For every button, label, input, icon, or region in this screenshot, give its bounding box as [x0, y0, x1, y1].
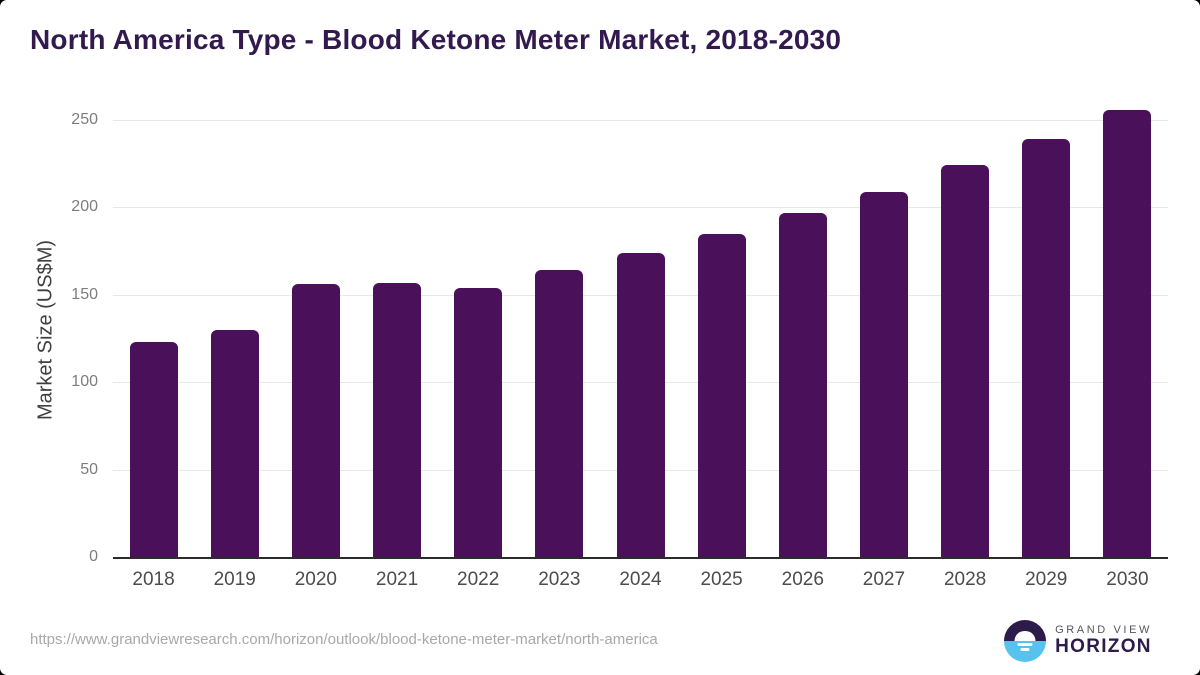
bar-2030[interactable]: [1103, 109, 1152, 557]
gridline-200: [113, 207, 1168, 209]
x-tick-label-2028: 2028: [943, 569, 987, 590]
sun-icon: [1014, 630, 1036, 641]
y-tick-label-50: 50: [80, 460, 98, 478]
bar-2027[interactable]: [859, 191, 908, 557]
chart-title: North America Type - Blood Ketone Meter …: [30, 24, 842, 55]
x-tick-label-2018: 2018: [132, 569, 175, 590]
bar-2021[interactable]: [373, 282, 422, 557]
sun-reflection-bar: [1020, 648, 1030, 652]
bar-2026[interactable]: [778, 212, 827, 557]
bar-2025[interactable]: [697, 233, 746, 557]
bar-2024[interactable]: [616, 252, 665, 557]
y-tick-label-200: 200: [71, 198, 98, 216]
plot-area: 0 50 100 150 200 250 2018 2019 2020 2021 2022 2023 2…: [71, 109, 1168, 590]
y-axis-title: Market Size (US$M): [34, 239, 57, 421]
x-tick-label-2021: 2021: [375, 569, 419, 590]
x-tick-label-2025: 2025: [700, 569, 743, 590]
y-tick-label-0: 0: [89, 548, 98, 565]
gridline-250: [113, 120, 1168, 121]
sun-over-horizon-icon: [1004, 620, 1047, 662]
x-tick-label-2020: 2020: [294, 569, 337, 590]
y-tick-label-150: 150: [71, 285, 98, 303]
bar-2029[interactable]: [1022, 139, 1071, 557]
sun-reflection-bar: [1017, 642, 1033, 647]
x-tick-label-2026: 2026: [781, 569, 824, 590]
bar-2028[interactable]: [941, 165, 990, 557]
x-tick-label-2024: 2024: [619, 569, 662, 590]
x-tick-label-2027: 2027: [862, 569, 906, 590]
source-url: https://www.grandviewresearch.com/horizo…: [30, 631, 658, 648]
brand-logo: GRAND VIEW HORIZON: [1004, 620, 1152, 662]
brand-name-top: GRAND VIEW: [1055, 623, 1152, 636]
x-tick-label-2030: 2030: [1106, 569, 1149, 590]
bar-2020[interactable]: [291, 284, 340, 557]
bar-2018[interactable]: [129, 342, 178, 557]
bar-2022[interactable]: [454, 287, 503, 557]
brand-name-bottom: HORIZON: [1055, 636, 1152, 658]
bar-2023[interactable]: [535, 270, 584, 557]
y-tick-label-250: 250: [71, 111, 98, 128]
brand-logo-text: GRAND VIEW HORIZON: [1055, 624, 1152, 658]
x-tick-label-2029: 2029: [1025, 569, 1068, 590]
x-tick-label-2022: 2022: [457, 569, 500, 590]
x-tick-label-2023: 2023: [538, 569, 581, 590]
y-tick-label-100: 100: [71, 373, 98, 391]
x-tick-label-2019: 2019: [213, 569, 256, 590]
bar-2019[interactable]: [210, 329, 259, 557]
